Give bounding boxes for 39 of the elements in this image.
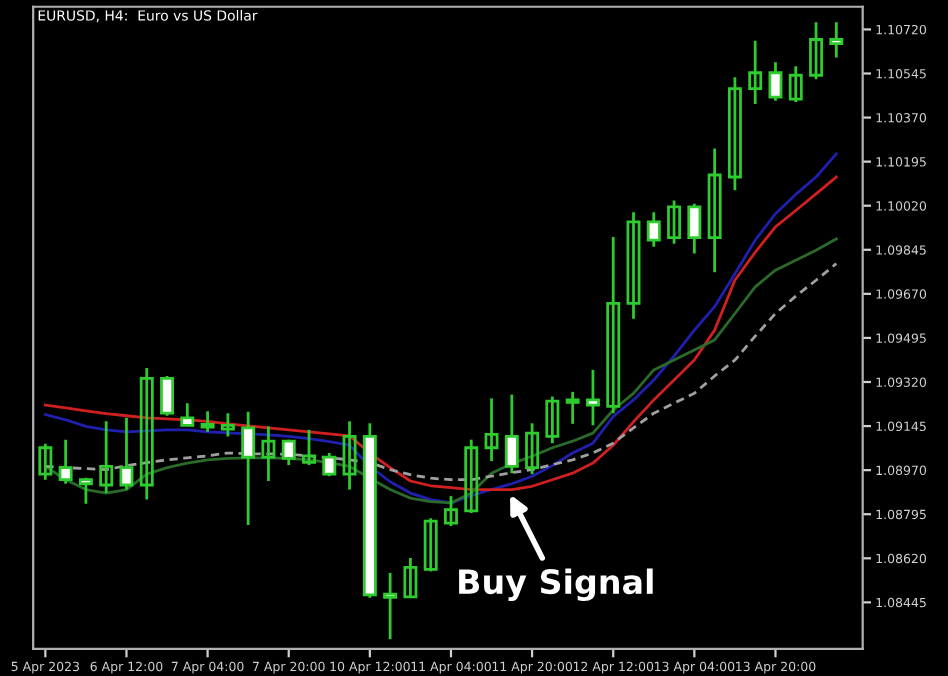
- candlestick: [829, 20, 844, 59]
- candlestick: [38, 442, 53, 482]
- candlestick: [484, 396, 499, 463]
- candlestick: [464, 438, 479, 515]
- candlestick: [646, 210, 661, 249]
- candlestick: [200, 409, 215, 434]
- candlestick: [788, 64, 803, 104]
- candlestick: [119, 416, 134, 491]
- candlestick: [687, 202, 702, 255]
- candlestick: [545, 395, 560, 445]
- annotation: Buy Signal: [459, 568, 653, 601]
- candlestick: [525, 421, 540, 476]
- candlestick: [667, 199, 682, 246]
- candlestick: [99, 419, 114, 495]
- candlestick: [261, 424, 276, 483]
- candlestick: [809, 20, 823, 81]
- candlestick: [58, 438, 73, 486]
- candlestick: [626, 210, 641, 321]
- candlestick: [727, 75, 742, 192]
- candlestick: [504, 393, 519, 475]
- candlestick: [241, 410, 256, 527]
- candlestick: [160, 374, 174, 418]
- candlestick: [565, 390, 580, 426]
- candlestick: [78, 476, 93, 506]
- candlestick: [748, 39, 763, 106]
- candlestick: [342, 419, 357, 491]
- candlestick: [423, 516, 438, 573]
- candlestick: [585, 368, 600, 427]
- candlestick: [383, 571, 398, 641]
- candlestick: [444, 494, 458, 528]
- candlestick: [139, 366, 154, 502]
- candlestick: [302, 428, 316, 467]
- candlestick: [606, 235, 621, 415]
- candlestick: [281, 438, 296, 467]
- candlestick: [180, 401, 195, 428]
- candlestick: [220, 411, 235, 438]
- candlestick: [768, 60, 783, 103]
- candlestick: [707, 147, 722, 274]
- candlestick: [403, 556, 418, 600]
